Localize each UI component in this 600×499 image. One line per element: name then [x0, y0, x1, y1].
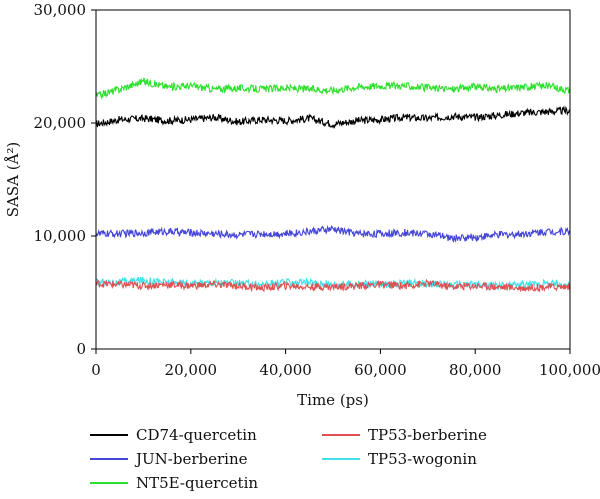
legend-label: TP53-wogonin [368, 450, 477, 468]
y-tick-label: 30,000 [34, 1, 87, 19]
series-line-jun-berberine [95, 224, 571, 243]
legend-swatch [322, 458, 360, 460]
legend-item: TP53-berberine [322, 426, 487, 444]
x-axis-label: Time (ps) [297, 391, 369, 409]
series-line-nt5e-quercetin [95, 77, 571, 100]
chart-legend: CD74-quercetin JUN-berberine NT5E-querceti… [90, 426, 560, 496]
y-axis-label: SASA (Å²) [4, 142, 22, 218]
legend-swatch [90, 482, 128, 484]
y-tick-label: 10,000 [34, 227, 87, 245]
legend-swatch [90, 434, 128, 436]
y-tick-label: 20,000 [34, 114, 87, 132]
x-tick-label: 60,000 [354, 361, 407, 379]
legend-item: JUN-berberine [90, 450, 247, 468]
x-tick-label: 20,000 [165, 361, 218, 379]
legend-label: TP53-berberine [368, 426, 487, 444]
x-tick-label: 80,000 [449, 361, 502, 379]
legend-label: NT5E-quercetin [136, 474, 259, 492]
legend-item: CD74-quercetin [90, 426, 257, 444]
legend-label: CD74-quercetin [136, 426, 257, 444]
legend-item: NT5E-quercetin [90, 474, 258, 492]
axis-layer: 0 20,000 40,000 60,000 80,000 100,000 0 10,000 2… [34, 1, 600, 379]
x-tick-label: 0 [91, 361, 101, 379]
legend-swatch [322, 434, 360, 436]
legend-swatch [90, 458, 128, 460]
series-line-tp53-berberine [95, 278, 571, 293]
x-tick-label: 100,000 [539, 361, 600, 379]
sasa-line-chart: 0 20,000 40,000 60,000 80,000 100,000 0 10,000 2… [4, 1, 600, 409]
legend-label: JUN-berberine [136, 450, 248, 468]
plot-frame [95, 9, 571, 350]
y-tick-label: 0 [76, 340, 86, 358]
series-layer [95, 77, 571, 293]
legend-item: TP53-wogonin [322, 450, 477, 468]
x-tick-label: 40,000 [259, 361, 312, 379]
series-line-cd74-quercetin [95, 105, 571, 129]
